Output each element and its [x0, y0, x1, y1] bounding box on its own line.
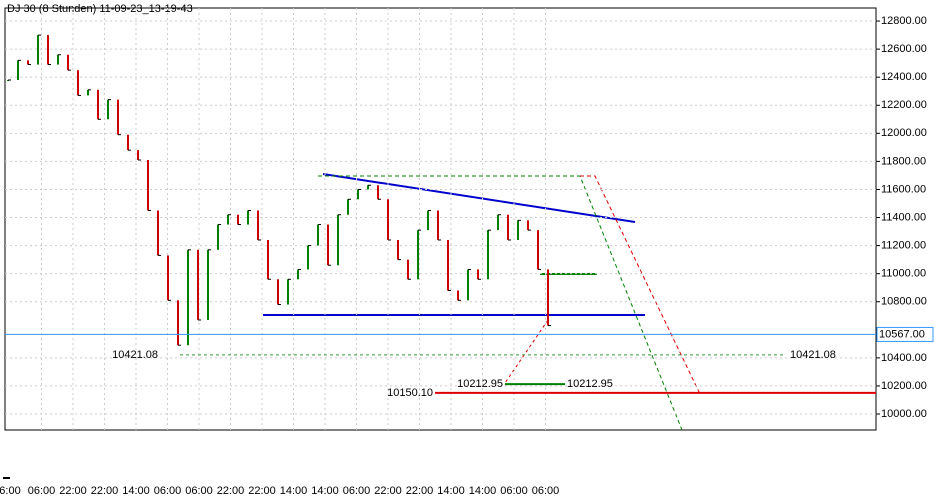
y-tick-label: 12400.00: [881, 71, 927, 83]
y-tick-label: 10400.00: [881, 352, 927, 364]
level-label: 10421.08: [790, 349, 836, 361]
level-label: 10567.00: [879, 328, 925, 340]
chart-title: DJ 30 (8 Stunden) 11-09-23_13-19-43: [7, 3, 193, 15]
y-tick-label: 12000.00: [881, 127, 927, 139]
x-tick-label: 22:00: [59, 485, 87, 497]
x-tick-label: 06:00: [343, 485, 371, 497]
x-tick-label: 06:00: [154, 485, 182, 497]
level-label: 10212.95: [567, 378, 613, 390]
x-tick-label: 06:00: [185, 485, 213, 497]
x-tick-label: 14:00: [437, 485, 465, 497]
y-tick-label: 10800.00: [881, 296, 927, 308]
x-tick-label: 6:00: [0, 485, 21, 497]
level-label: 10212.95: [457, 378, 503, 390]
y-tick-label: 10000.00: [881, 408, 927, 420]
y-tick-label: 11400.00: [881, 211, 926, 223]
level-label-box: [876, 326, 934, 342]
x-tick-label: 22:00: [217, 485, 245, 497]
level-label: 10421.08: [112, 349, 158, 361]
projection: [580, 175, 701, 395]
y-tick-label: 11000.00: [881, 268, 926, 280]
y-tick-label: 12600.00: [881, 43, 927, 55]
y-tick-label: 10200.00: [881, 380, 927, 392]
x-tick-label: 06:00: [28, 485, 56, 497]
y-tick-label: 11200.00: [881, 240, 926, 252]
x-tick-label: 22:00: [91, 485, 119, 497]
x-tick-label: 22:00: [248, 485, 276, 497]
y-tick-label: 12800.00: [881, 15, 927, 27]
x-tick-label: 06:00: [500, 485, 528, 497]
trend-line: [322, 173, 636, 223]
projection: [504, 319, 549, 384]
x-tick-label: 14:00: [280, 485, 308, 497]
plot-frame: [4, 7, 877, 431]
x-tick-label: 14:00: [469, 485, 497, 497]
level-label: 10150.10: [387, 387, 433, 399]
x-tick-label: 14:00: [122, 485, 150, 497]
x-tick-label: 22:00: [374, 485, 402, 497]
x-tick-label: 14:00: [311, 485, 339, 497]
x-tick-label: 06:00: [532, 485, 560, 497]
y-tick-label: 12200.00: [881, 99, 927, 111]
y-tick-label: 11600.00: [881, 183, 926, 195]
y-tick-label: 11800.00: [881, 155, 926, 167]
x-tick-label: 22:00: [406, 485, 434, 497]
